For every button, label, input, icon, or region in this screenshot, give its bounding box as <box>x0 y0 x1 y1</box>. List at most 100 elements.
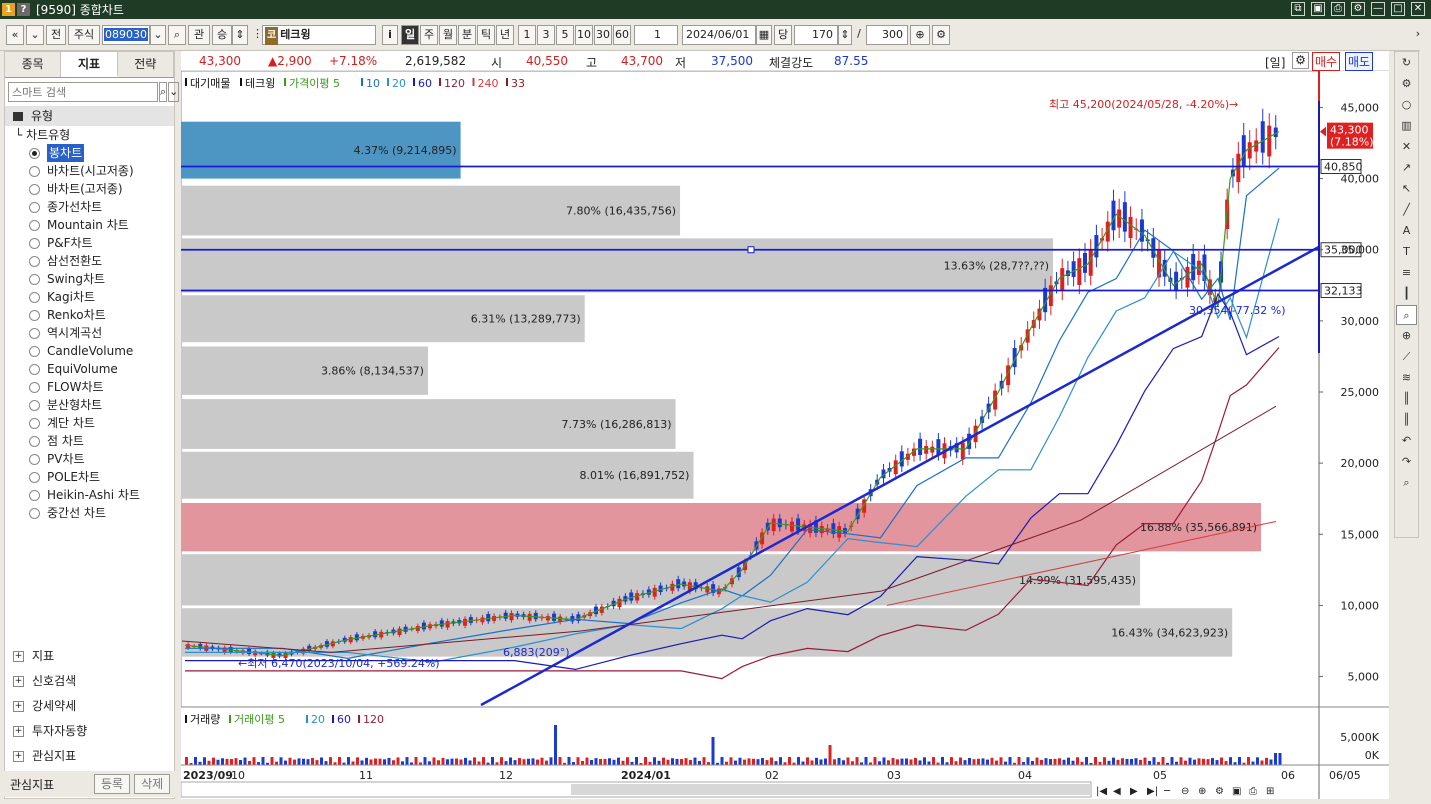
scrollbar-thumb[interactable] <box>571 784 1091 795</box>
tab-indicator[interactable]: 지표 <box>61 52 118 77</box>
chart-type-item[interactable]: FLOW차트 <box>15 378 174 396</box>
expand-icon[interactable]: + <box>13 751 24 762</box>
chart-type-item[interactable]: POLE차트 <box>15 468 174 486</box>
group-item[interactable]: + 투자자동향 <box>5 719 174 744</box>
close-button[interactable]: ✕ <box>1411 2 1425 16</box>
radio-icon[interactable] <box>29 507 40 519</box>
link-icon[interactable]: ⧉ <box>1291 2 1305 16</box>
back-button[interactable]: 전 <box>46 25 66 45</box>
radio-icon[interactable] <box>29 345 40 357</box>
maximize-button[interactable]: □ <box>1391 2 1405 16</box>
chart-icon[interactable]: ▥ <box>1401 119 1412 132</box>
refresh-icon[interactable]: ↻ <box>1401 56 1412 69</box>
radio-icon[interactable] <box>29 273 40 285</box>
count-spin-icon[interactable]: ⇕ <box>838 25 852 45</box>
settings-icon[interactable]: ⚙ <box>1351 2 1365 16</box>
chart-type-item[interactable]: 바차트(고저종) <box>15 180 174 198</box>
radio-icon[interactable] <box>29 453 40 465</box>
period-year[interactable]: 년 <box>496 25 514 45</box>
chart-type-item[interactable]: 종가선차트 <box>15 198 174 216</box>
chart-type-item[interactable]: 삼선전환도 <box>15 252 174 270</box>
radio-icon[interactable] <box>29 417 40 429</box>
gear-icon[interactable]: ⚙ <box>1401 77 1412 90</box>
radio-icon[interactable] <box>29 201 40 213</box>
radio-icon[interactable] <box>29 183 40 195</box>
seung-button[interactable]: 승 <box>212 25 232 45</box>
chart-type-item[interactable]: CandleVolume <box>15 342 174 360</box>
date-input[interactable]: 2024/06/01 <box>682 25 756 45</box>
magnify-icon[interactable]: ⌕ <box>1403 476 1410 489</box>
total-input[interactable]: 300 <box>866 25 908 45</box>
radio-icon[interactable] <box>29 327 40 339</box>
chart-type-item[interactable]: 중간선 차트 <box>15 504 174 522</box>
interval-input[interactable]: 1 <box>634 25 678 45</box>
undo-icon[interactable]: ↶ <box>1401 434 1412 447</box>
kwan-button[interactable]: 관 <box>188 25 210 45</box>
trend-icon[interactable]: ⟋ <box>1402 350 1411 363</box>
code-dropdown-icon[interactable]: ⌄ <box>150 25 166 45</box>
chart-type-item[interactable]: Heikin-Ashi 차트 <box>15 486 174 504</box>
help-icon[interactable]: ? <box>17 3 30 16</box>
market-select[interactable]: 주식 <box>68 25 100 45</box>
chart-type-item[interactable]: 계단 차트 <box>15 414 174 432</box>
chart-type-item[interactable]: PV차트 <box>15 450 174 468</box>
radio-icon[interactable] <box>29 381 40 393</box>
dropdown-icon[interactable]: ⌄ <box>26 25 44 45</box>
toolbar-settings-icon[interactable]: ⚙ <box>932 25 950 45</box>
minute-1[interactable]: 1 <box>518 25 536 45</box>
menu-dots-icon[interactable]: ⋮ <box>252 27 263 40</box>
chart-type-item[interactable]: EquiVolume <box>15 360 174 378</box>
chart-type-item[interactable]: 바차트(시고저종) <box>15 162 174 180</box>
minute-10[interactable]: 10 <box>575 25 593 45</box>
radio-icon[interactable] <box>29 147 40 159</box>
print-icon[interactable]: ⎙ <box>1331 2 1345 16</box>
search-options-icon[interactable]: ⌄ <box>168 82 180 102</box>
group-item[interactable]: + 신호검색 <box>5 669 174 694</box>
sell-button[interactable]: 매도 <box>1345 52 1374 71</box>
chart-type-item[interactable]: Swing차트 <box>15 270 174 288</box>
radio-icon[interactable] <box>29 255 40 267</box>
search-icon[interactable]: ⌕ <box>159 82 168 102</box>
radio-icon[interactable] <box>29 399 40 411</box>
dang-button[interactable]: 당 <box>774 25 792 45</box>
radio-icon[interactable] <box>29 471 40 483</box>
chart-type-item[interactable]: 점 차트 <box>15 432 174 450</box>
auto-icon[interactable]: A <box>1402 224 1411 237</box>
tree-root[interactable]: └ 차트유형 <box>15 128 71 142</box>
bars-icon[interactable]: ║ <box>1403 392 1410 405</box>
minute-5[interactable]: 5 <box>556 25 574 45</box>
radio-icon[interactable] <box>29 363 40 375</box>
candle-icon[interactable]: ┃ <box>1403 287 1410 300</box>
group-item[interactable]: + 관심지표 <box>5 744 174 769</box>
section-type[interactable]: 유형 <box>5 106 174 126</box>
all-icon[interactable]: ≡ <box>1401 266 1412 279</box>
chart-settings-icon[interactable]: ⚙ <box>1292 52 1309 69</box>
code-input[interactable]: 089030 <box>102 25 150 45</box>
save-icon[interactable]: ▣ <box>1311 2 1325 16</box>
minute-3[interactable]: 3 <box>537 25 555 45</box>
chart-type-item[interactable]: 봉차트 <box>15 144 174 162</box>
minute-30[interactable]: 30 <box>594 25 612 45</box>
radio-icon[interactable] <box>29 165 40 177</box>
calendar-icon[interactable]: ▦ <box>756 25 772 45</box>
expand-icon[interactable]: + <box>13 651 24 662</box>
period-week[interactable]: 주 <box>420 25 438 45</box>
circle-icon[interactable]: ○ <box>1401 98 1412 111</box>
price-chart[interactable]: 대기매물 테크윙 가격이평 5 10 20 60 120 240 33 4.37% (9,214,… <box>180 70 1389 799</box>
minute-60[interactable]: 60 <box>613 25 631 45</box>
expand-icon[interactable]: + <box>13 701 24 712</box>
period-tick[interactable]: 틱 <box>477 25 495 45</box>
redo-icon[interactable]: ↷ <box>1401 455 1412 468</box>
smart-search-input[interactable] <box>8 82 158 102</box>
info-button[interactable]: i <box>382 25 398 45</box>
period-minute[interactable]: 분 <box>458 25 476 45</box>
fibo-icon[interactable]: ≋ <box>1401 371 1412 384</box>
prev-icon[interactable]: « <box>6 25 24 45</box>
pointer-icon[interactable]: ↖ <box>1401 182 1412 195</box>
stock-name-field[interactable]: 코 테크윙 <box>262 25 376 45</box>
hline-handle[interactable] <box>747 246 755 254</box>
radio-icon[interactable] <box>29 489 40 501</box>
group-item[interactable]: + 강세약세 <box>5 694 174 719</box>
group-item[interactable]: + 지표 <box>5 644 174 669</box>
spin-icon[interactable]: ⇕ <box>232 25 248 45</box>
